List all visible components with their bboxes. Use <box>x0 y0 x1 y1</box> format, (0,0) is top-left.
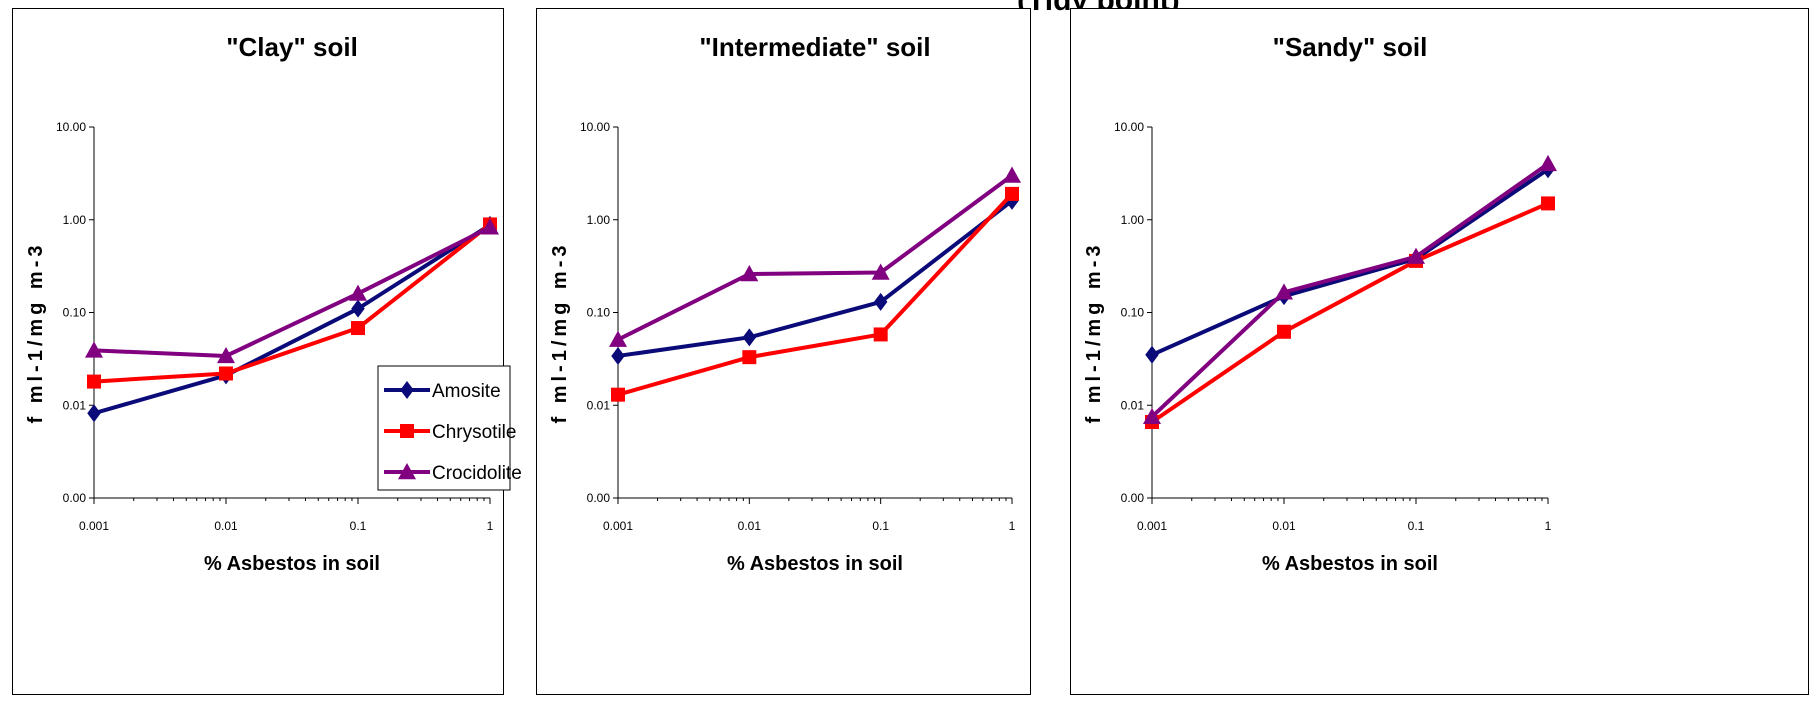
x-axis-title: % Asbestos in soil <box>1262 553 1438 575</box>
x-tick-label: 0.001 <box>603 519 633 533</box>
data-point <box>85 341 103 358</box>
x-tick-label: 0.001 <box>1137 519 1167 533</box>
series-line <box>1150 201 1549 424</box>
data-point <box>609 330 627 347</box>
chart-panel-1: "Clay" soil 0.00 0.01 0.10 1.00 10.00 0.001 0.0… <box>12 8 522 695</box>
chart-title: "Intermediate" soil <box>699 32 930 62</box>
data-point <box>349 284 367 301</box>
y-tick-label: 0.00 <box>1121 491 1145 505</box>
data-point <box>871 263 890 280</box>
series-crocidolite <box>1143 154 1557 425</box>
legend: Amosite Chrysotile Crocidolite <box>377 365 522 491</box>
data-point <box>87 404 101 423</box>
data-point <box>1005 186 1019 201</box>
legend-marker <box>398 463 416 480</box>
chart-title: "Sandy" soil <box>1273 32 1428 62</box>
y-axis-title: f ml-1/mg m-3 <box>549 241 571 423</box>
y-tick-label: 0.00 <box>63 491 87 505</box>
data-point <box>1143 407 1161 425</box>
x-tick-label: 1 <box>1009 519 1016 533</box>
x-tick-label: 1 <box>487 519 494 533</box>
x-tick-label: 0.01 <box>1272 519 1296 533</box>
y-tick-label: 1.00 <box>587 213 611 227</box>
x-tick-label: 1 <box>1545 519 1552 533</box>
y-tick-label: 0.00 <box>587 491 611 505</box>
x-tick-label: 0.1 <box>1408 519 1425 533</box>
chart-panel-3: "Sandy" soil 0.00 0.01 0.10 1.00 10.00 0.001 0.… <box>1070 8 1809 695</box>
chart-panel-2: "Intermediate" soil0.000.010.101.0010.00… <box>536 8 1031 695</box>
series-line <box>617 173 1014 342</box>
series-amosite <box>611 191 1019 365</box>
data-point <box>1003 166 1021 183</box>
chart-border <box>1070 8 1809 695</box>
y-axis-title: f ml-1/mg m-3 <box>1083 241 1105 423</box>
x-axis-title: % Asbestos in soil <box>727 553 903 575</box>
y-axis-title: f ml-1/mg m-3 <box>25 241 47 423</box>
y-tick-label: 0.01 <box>63 398 87 412</box>
y-tick-label: 1.00 <box>1121 213 1145 227</box>
data-point <box>873 327 888 342</box>
legend-marker <box>400 381 414 399</box>
series-line <box>617 192 1014 397</box>
y-tick-label: 0.10 <box>1121 306 1145 320</box>
series-crocidolite <box>85 218 499 364</box>
legend-label: Chrysotile <box>432 422 516 443</box>
data-point <box>481 218 499 235</box>
x-tick-label: 0.01 <box>738 519 762 533</box>
y-tick-label: 0.10 <box>63 306 87 320</box>
series-line <box>1150 162 1550 419</box>
series-line <box>617 199 1014 358</box>
legend-marker <box>400 424 414 438</box>
data-point <box>1539 154 1557 172</box>
data-point <box>219 366 233 381</box>
y-tick-label: 0.01 <box>1121 398 1145 412</box>
x-tick-label: 0.001 <box>79 519 109 533</box>
legend-label: Amosite <box>432 381 501 402</box>
y-tick-label: 1.00 <box>63 213 87 227</box>
data-point <box>611 387 625 402</box>
data-point <box>742 328 757 347</box>
x-tick-label: 0.01 <box>214 519 238 533</box>
y-tick-label: 10.00 <box>56 120 86 134</box>
data-point <box>740 265 759 282</box>
chart-title: "Clay" soil <box>226 32 358 62</box>
data-point <box>611 346 625 365</box>
series-line <box>93 222 492 384</box>
x-tick-label: 0.1 <box>350 519 367 533</box>
data-point <box>351 299 365 318</box>
y-tick-label: 0.10 <box>587 306 611 320</box>
data-point <box>217 346 235 364</box>
data-point <box>351 321 365 336</box>
series-crocidolite <box>609 166 1021 347</box>
data-point <box>1275 283 1293 300</box>
data-point <box>1277 324 1291 339</box>
chart-border <box>12 8 504 695</box>
y-tick-label: 10.00 <box>1114 120 1144 134</box>
data-point <box>873 292 888 311</box>
y-tick-label: 0.01 <box>587 398 611 412</box>
data-point <box>1541 196 1555 211</box>
legend-label: Crocidolite <box>432 463 522 484</box>
x-axis-title: % Asbestos in soil <box>204 553 380 575</box>
series-line <box>93 225 491 358</box>
data-point <box>87 374 101 389</box>
data-point <box>742 350 757 365</box>
data-point <box>1407 247 1425 264</box>
series-line <box>1151 167 1550 357</box>
x-tick-label: 0.1 <box>872 519 889 533</box>
series-line <box>93 223 492 416</box>
y-tick-label: 10.00 <box>580 120 610 134</box>
data-point <box>1145 345 1159 364</box>
series-chrysotile <box>611 186 1019 402</box>
